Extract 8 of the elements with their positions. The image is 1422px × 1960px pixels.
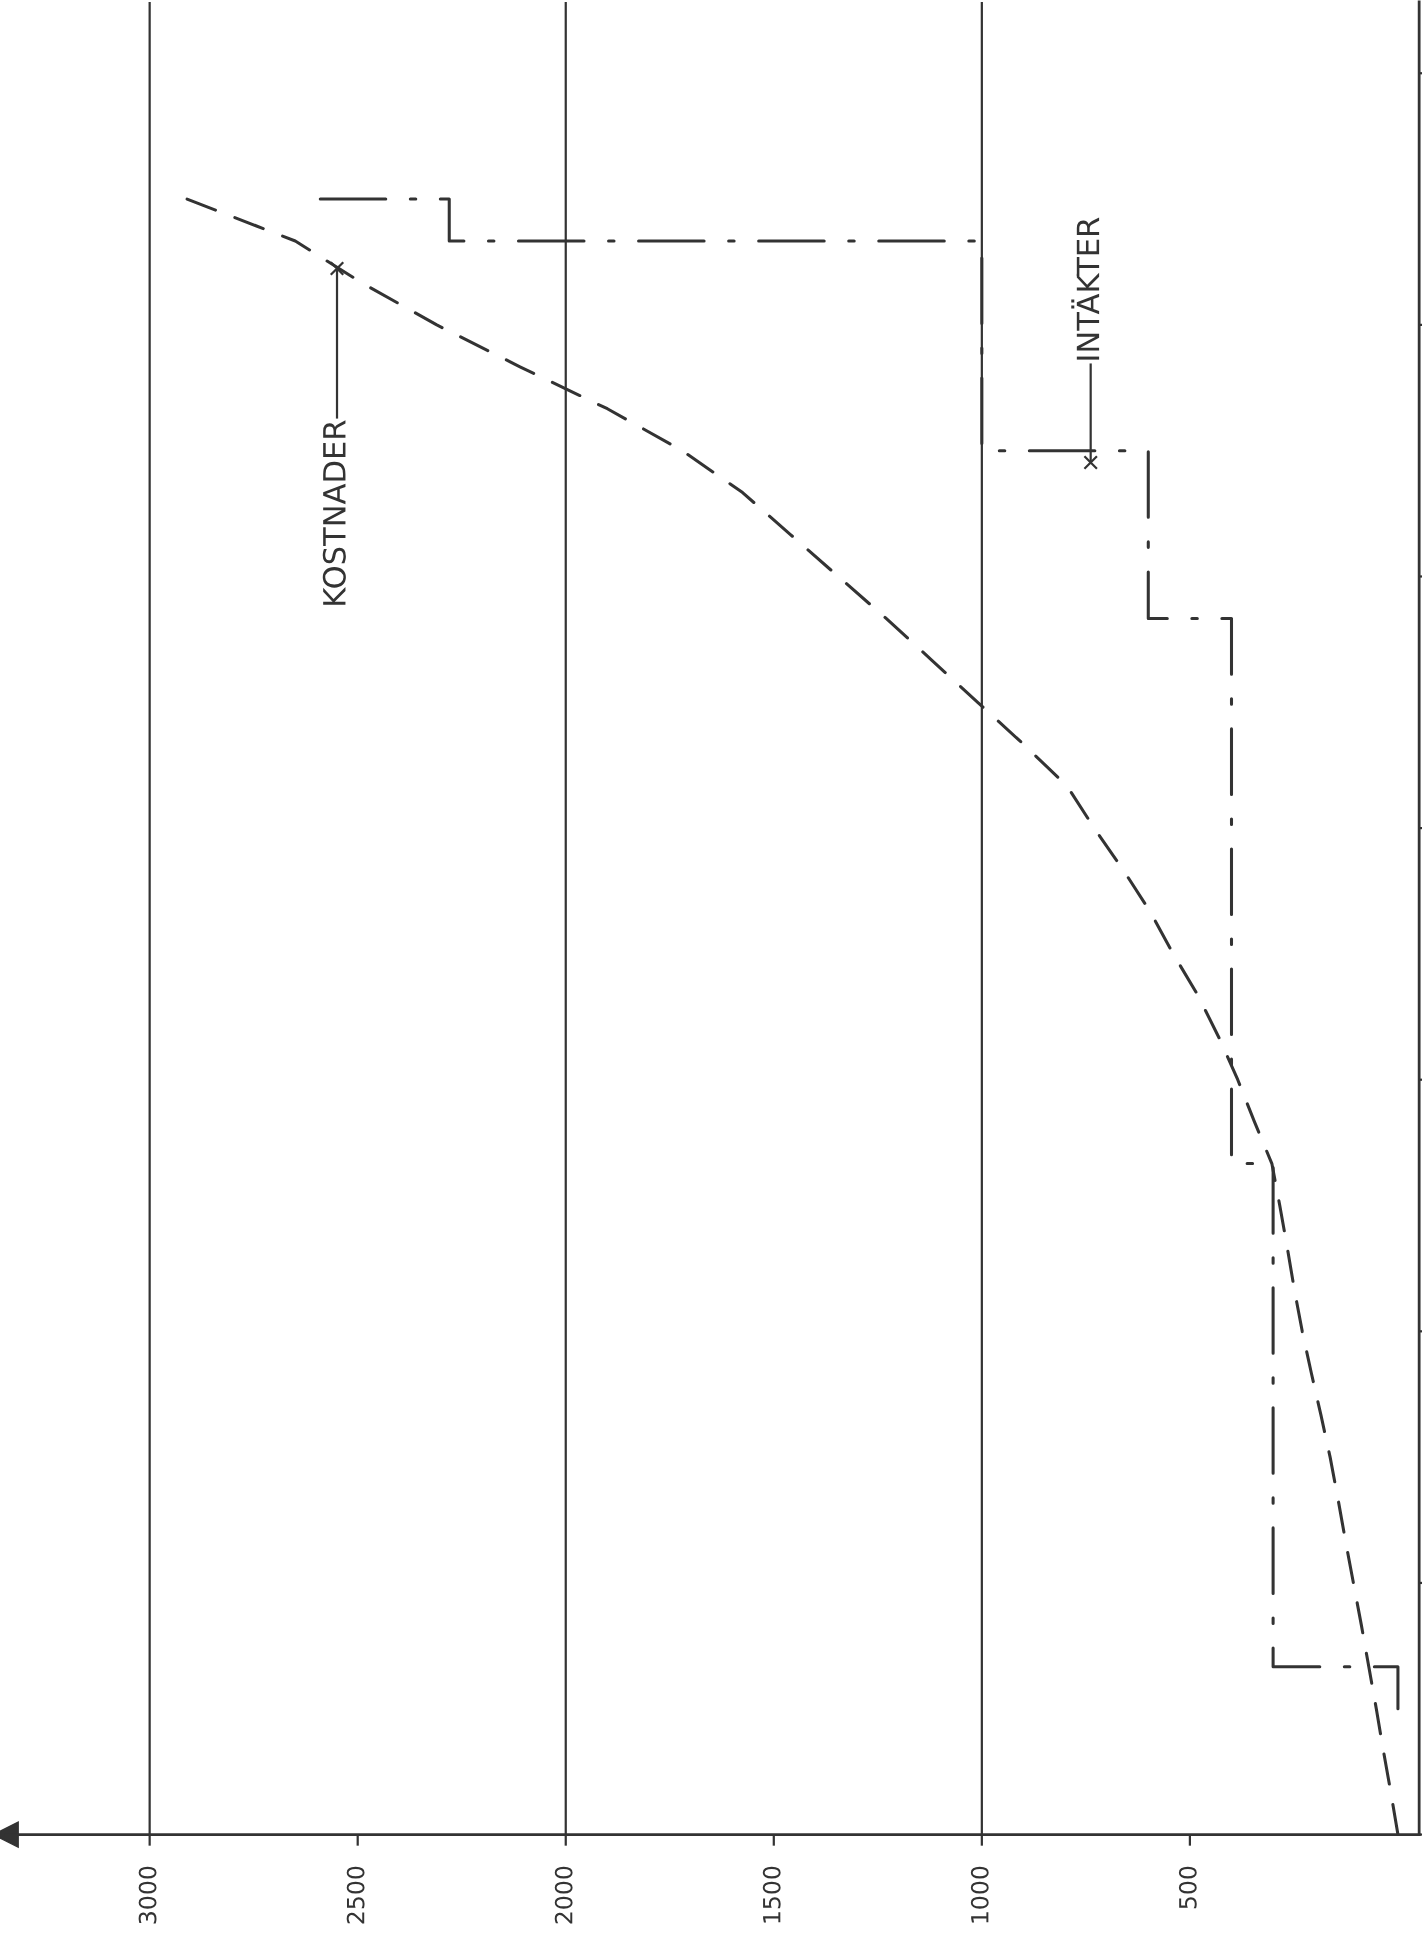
annotation: INTÄKTER: [1071, 217, 1100, 360]
x-tick-label: 1000: [970, 1866, 989, 1923]
x-tick-label: 1500: [762, 1866, 781, 1923]
x-tick-label: 2000: [554, 1866, 573, 1924]
x-tick-label: 500: [1178, 1866, 1197, 1909]
x-tick-label: 2500: [346, 1866, 365, 1924]
x-tick-label: 3000: [138, 1866, 157, 1924]
annotation: KOSTNADER: [322, 420, 346, 605]
